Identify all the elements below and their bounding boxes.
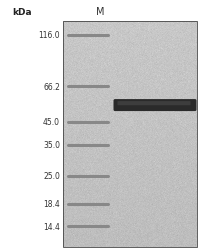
- Text: M: M: [96, 7, 104, 17]
- Text: 18.4: 18.4: [43, 200, 60, 209]
- Text: 25.0: 25.0: [43, 172, 60, 180]
- Text: kDa: kDa: [12, 8, 32, 16]
- Bar: [63, 22, 197, 247]
- Text: 45.0: 45.0: [43, 118, 60, 127]
- Text: 66.2: 66.2: [43, 83, 60, 91]
- FancyBboxPatch shape: [118, 102, 190, 106]
- Text: 116.0: 116.0: [38, 31, 60, 40]
- Text: 35.0: 35.0: [43, 141, 60, 150]
- FancyBboxPatch shape: [114, 100, 196, 112]
- Text: 14.4: 14.4: [43, 222, 60, 231]
